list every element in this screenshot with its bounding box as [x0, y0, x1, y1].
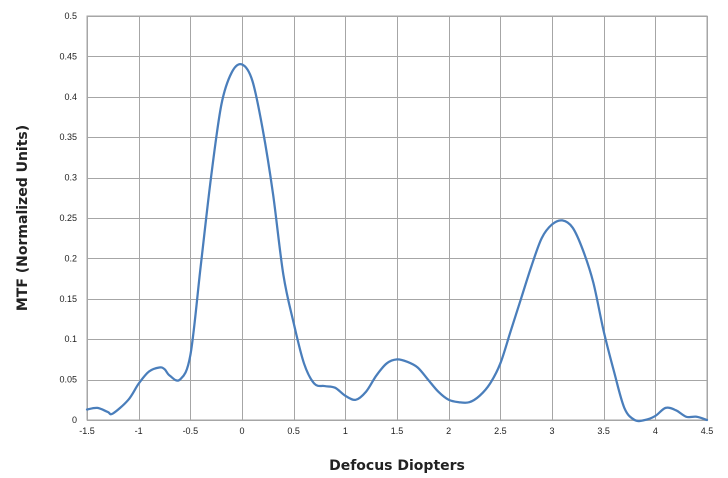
y-tick-label: 0.2	[64, 253, 77, 263]
y-tick-label: 0.15	[59, 294, 77, 304]
x-axis-title: Defocus Diopters	[329, 458, 465, 474]
x-tick-label: 3.5	[597, 426, 610, 436]
x-tick-label: 4.5	[701, 426, 714, 436]
x-tick-label: -0.5	[183, 426, 199, 436]
y-axis-title: MTF (Normalized Units)	[15, 125, 31, 311]
x-tick-label: 2	[446, 426, 451, 436]
y-axis-ticks: 0 0.05 0.1 0.15 0.2 0.25 0.3 0.35 0.4 0.45 0.5	[59, 11, 77, 425]
x-tick-label: -1.5	[79, 426, 95, 436]
x-tick-label: 1.5	[391, 426, 404, 436]
y-tick-label: 0.45	[59, 51, 77, 61]
y-tick-label: 0.1	[64, 334, 77, 344]
series-layer	[85, 63, 709, 423]
y-tick-label: 0.25	[59, 213, 77, 223]
x-tick-label: -1	[135, 426, 143, 436]
y-tick-label: 0.4	[64, 92, 77, 102]
y-tick-label: 0.5	[64, 11, 77, 21]
x-axis-ticks: -1.5 -1 -0.5 0 0.5 1 1.5 2 2.5 3 3.5 4 4.5	[79, 426, 713, 436]
y-tick-label: 0.05	[59, 375, 77, 385]
y-tick-label: 0.3	[64, 173, 77, 183]
y-tick-label: 0	[72, 415, 77, 425]
x-tick-label: 2.5	[494, 426, 507, 436]
x-tick-label: 0	[239, 426, 244, 436]
x-tick-label: 3	[549, 426, 554, 436]
y-tick-label: 0.35	[59, 132, 77, 142]
x-tick-label: 1	[343, 426, 348, 436]
plot-area	[86, 15, 708, 421]
series-line	[85, 63, 709, 423]
x-tick-label: 4	[653, 426, 658, 436]
x-tick-label: 0.5	[287, 426, 300, 436]
